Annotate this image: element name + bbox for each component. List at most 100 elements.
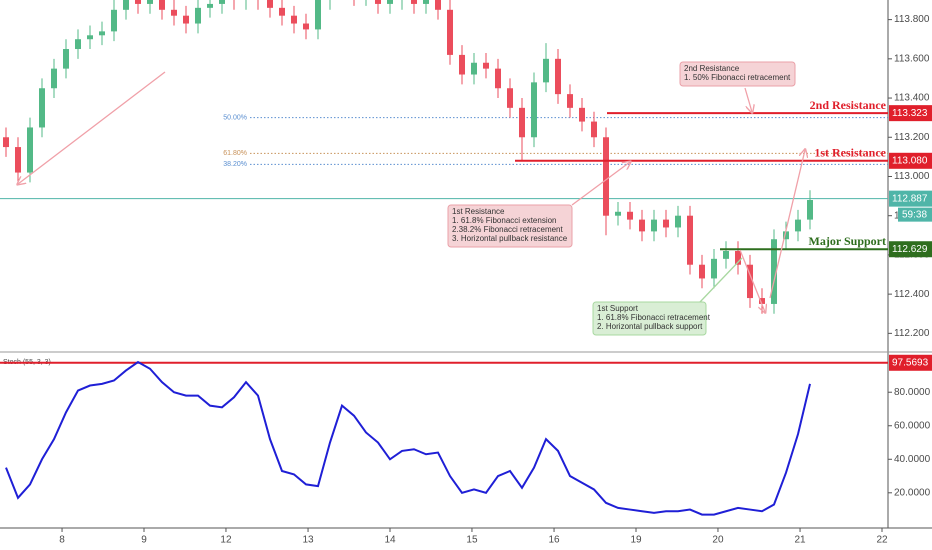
candle-body bbox=[567, 94, 573, 108]
price-box-label: 113.323 bbox=[892, 108, 928, 119]
candle-body bbox=[687, 215, 693, 265]
candle-body bbox=[615, 211, 621, 216]
candle-body bbox=[375, 0, 381, 4]
candle-body bbox=[771, 239, 777, 304]
annotation-text: 2. Horizontal pullback support bbox=[597, 322, 703, 331]
candle-body bbox=[87, 35, 93, 40]
fib-label: 50.00% bbox=[223, 114, 247, 121]
candle-body bbox=[555, 58, 561, 95]
candle-body bbox=[663, 219, 669, 228]
x-tick-label: 20 bbox=[712, 535, 724, 546]
price-box bbox=[889, 354, 932, 371]
y-tick-label: 113.200 bbox=[894, 132, 930, 143]
candle-body bbox=[291, 15, 297, 24]
candle-body bbox=[111, 9, 117, 32]
arrow bbox=[744, 87, 752, 112]
arrow bbox=[571, 162, 630, 206]
y-tick-label: 112.400 bbox=[894, 289, 930, 300]
candle-body bbox=[543, 58, 549, 83]
candle-body bbox=[411, 0, 417, 4]
candle-body bbox=[735, 250, 741, 265]
x-tick-label: 15 bbox=[466, 535, 478, 546]
annotation-text: 1. 50% Fibonacci retracement bbox=[684, 73, 791, 82]
candle-body bbox=[219, 0, 225, 4]
candle-body bbox=[183, 15, 189, 24]
candle-body bbox=[699, 264, 705, 279]
candle-body bbox=[51, 68, 57, 89]
candle-body bbox=[147, 0, 153, 4]
candle-body bbox=[315, 0, 321, 30]
annotation-box bbox=[592, 301, 707, 336]
price-box bbox=[889, 190, 932, 207]
arrow bbox=[739, 249, 765, 312]
x-tick-label: 14 bbox=[384, 535, 396, 546]
candle-body bbox=[303, 23, 309, 30]
candle-body bbox=[387, 0, 393, 4]
candle-body bbox=[651, 219, 657, 232]
fib-label: 38.20% bbox=[223, 161, 247, 168]
y-tick-label: 60.0000 bbox=[894, 420, 931, 431]
price-box-label: 112.887 bbox=[892, 193, 928, 204]
candle-body bbox=[579, 107, 585, 122]
candle-body bbox=[795, 219, 801, 232]
x-tick-label: 16 bbox=[548, 535, 560, 546]
annotation-text: 1st Resistance bbox=[452, 207, 505, 216]
annotation-text: 3. Horizontal pullback resistance bbox=[452, 234, 568, 243]
candle-body bbox=[639, 219, 645, 232]
arrow bbox=[699, 257, 743, 303]
candle-body bbox=[447, 9, 453, 55]
candle-body bbox=[591, 121, 597, 138]
candle-body bbox=[507, 88, 513, 108]
annotation-text: 2nd Resistance bbox=[684, 64, 740, 73]
candle-body bbox=[267, 0, 273, 8]
candle-body bbox=[75, 39, 81, 50]
candle-body bbox=[711, 258, 717, 279]
x-tick-label: 21 bbox=[794, 535, 806, 546]
candle-body bbox=[495, 68, 501, 89]
x-tick-label: 13 bbox=[302, 535, 314, 546]
candle-body bbox=[27, 127, 33, 173]
annotation-box bbox=[679, 61, 796, 87]
candle-body bbox=[135, 0, 141, 4]
y-tick-label: 20.0000 bbox=[894, 487, 931, 498]
candle-body bbox=[747, 264, 753, 299]
arrows bbox=[18, 71, 805, 312]
candle-body bbox=[63, 49, 69, 69]
annotation-box bbox=[447, 204, 573, 248]
candle-body bbox=[471, 62, 477, 75]
candle-body bbox=[171, 9, 177, 16]
price-box bbox=[889, 241, 932, 258]
candle-body bbox=[15, 147, 21, 173]
y-tick-label: 113.000 bbox=[894, 171, 930, 182]
price-box-label: 113.080 bbox=[892, 155, 928, 166]
annotation-text: 1st Support bbox=[597, 304, 639, 313]
level-label: Major Support bbox=[809, 234, 886, 248]
candle-body bbox=[123, 0, 129, 10]
candle-body bbox=[435, 0, 441, 10]
candle-body bbox=[783, 231, 789, 240]
candle-body bbox=[483, 62, 489, 69]
candle-body bbox=[459, 54, 465, 75]
x-tick-label: 22 bbox=[876, 535, 888, 546]
annotation-text: 2.38.2% Fibonacci retracement bbox=[452, 225, 564, 234]
candle-body bbox=[531, 82, 537, 138]
arrow bbox=[769, 150, 805, 299]
x-tick-label: 8 bbox=[59, 535, 65, 546]
candle-body bbox=[423, 0, 429, 4]
candle-body bbox=[279, 7, 285, 16]
x-tick-label: 19 bbox=[630, 535, 642, 546]
candle-body bbox=[195, 7, 201, 24]
price-box-label: 112.629 bbox=[892, 244, 928, 255]
arrow bbox=[18, 71, 166, 184]
y-tick-label: 80.0000 bbox=[894, 387, 931, 398]
candle-body bbox=[39, 88, 45, 128]
candle-body bbox=[627, 211, 633, 220]
x-tick-label: 9 bbox=[141, 535, 147, 546]
price-box bbox=[889, 105, 932, 122]
candle-body bbox=[675, 215, 681, 228]
y-tick-label: 113.800 bbox=[894, 14, 930, 25]
candle-body bbox=[3, 137, 9, 148]
candle-body bbox=[207, 3, 213, 8]
y-tick-label: 112.200 bbox=[894, 328, 930, 339]
price-box bbox=[889, 152, 932, 169]
